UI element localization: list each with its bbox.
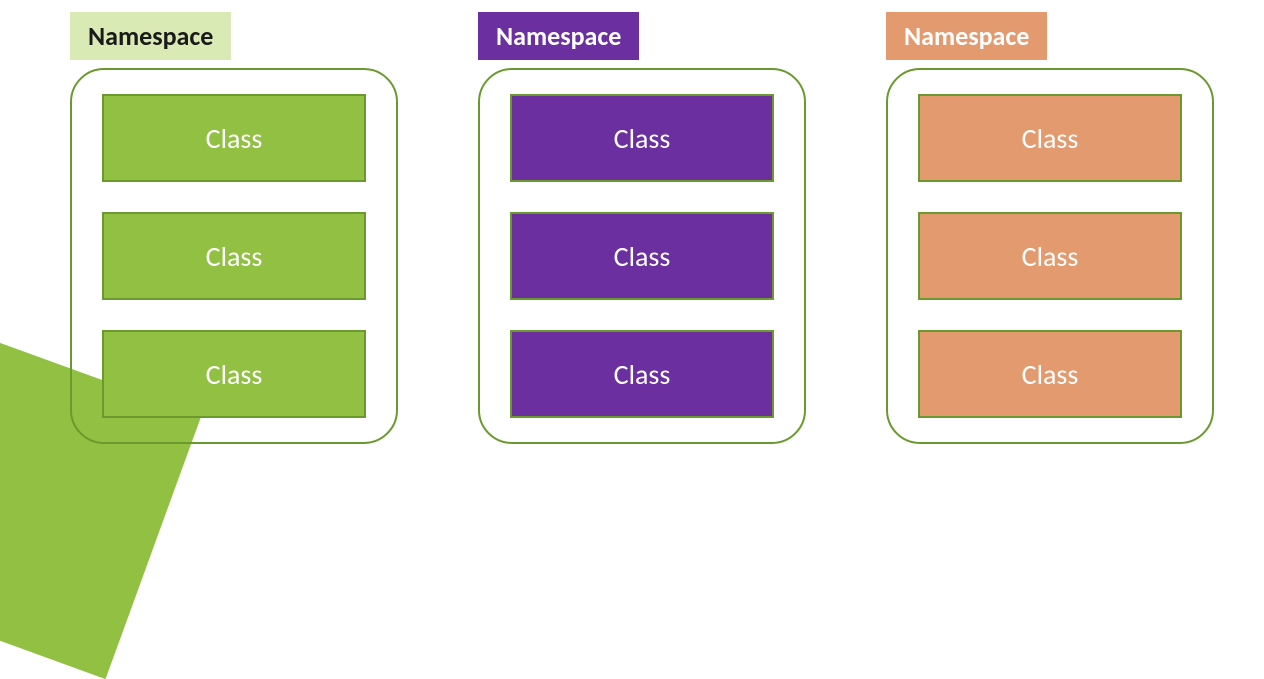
class-box: Class — [918, 330, 1182, 418]
namespace-box: Class Class Class — [886, 68, 1214, 444]
class-box: Class — [918, 212, 1182, 300]
namespace-box: Class Class Class — [70, 68, 398, 444]
namespace-label: Namespace — [478, 12, 639, 60]
class-box: Class — [102, 212, 366, 300]
namespace-group-2: Namespace Class Class Class — [478, 12, 806, 444]
namespace-label: Namespace — [886, 12, 1047, 60]
namespace-group-1: Namespace Class Class Class — [70, 12, 398, 444]
namespace-box: Class Class Class — [478, 68, 806, 444]
class-box: Class — [510, 212, 774, 300]
class-box: Class — [918, 94, 1182, 182]
class-box: Class — [102, 330, 366, 418]
diagram-container: Namespace Class Class Class Namespace Cl… — [0, 0, 1264, 444]
namespace-label: Namespace — [70, 12, 231, 60]
class-box: Class — [510, 330, 774, 418]
class-box: Class — [510, 94, 774, 182]
class-box: Class — [102, 94, 366, 182]
namespace-group-3: Namespace Class Class Class — [886, 12, 1214, 444]
